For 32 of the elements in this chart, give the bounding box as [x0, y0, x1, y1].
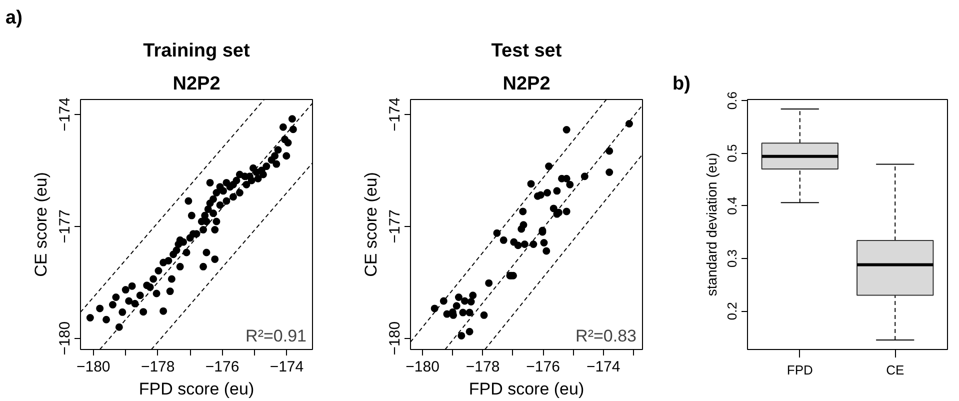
y-tick-label: 0.4 [724, 196, 740, 215]
y-tick-label: −177 [56, 209, 74, 244]
chart-title: Test set [491, 40, 562, 62]
y-axis-title: CE score (eu) [32, 172, 50, 277]
y-tick-label: −177 [386, 209, 404, 244]
x-tick-label: −178 [466, 358, 500, 376]
text: a) [6, 8, 22, 28]
x-axis-title: FPD score (eu) [138, 380, 254, 398]
annotation: R²=0.91 [246, 326, 306, 346]
x-tick-label: −176 [205, 358, 240, 376]
y-tick-label: 0.2 [724, 302, 740, 320]
y-tick-label: 0.3 [724, 249, 740, 268]
x-tick-label: CE [886, 362, 904, 378]
chart-subtitle: N2P2 [502, 74, 550, 94]
x-axis-title: FPD score (eu) [468, 380, 584, 398]
x-tick-label: −178 [140, 358, 175, 376]
x-tick-label: −174 [270, 358, 304, 376]
y-axis-title: CE score (eu) [362, 172, 380, 277]
x-tick-label: −180 [406, 358, 440, 376]
y-tick-label: 0.6 [724, 92, 740, 110]
y-tick-label: −174 [56, 98, 74, 132]
y-axis-title: standard deviation (eu) [704, 152, 720, 296]
y-tick-label: 0.5 [724, 144, 740, 162]
x-tick-label: FPD [786, 362, 813, 378]
x-tick-label: −180 [76, 358, 110, 376]
x-tick-label: −176 [526, 358, 560, 376]
chart-title: Training set [143, 40, 250, 62]
text: b) [672, 74, 690, 94]
annotation: R²=0.83 [576, 326, 636, 346]
x-tick-label: −174 [586, 358, 620, 376]
y-tick-label: −174 [386, 98, 404, 132]
chart-subtitle: N2P2 [172, 74, 220, 94]
